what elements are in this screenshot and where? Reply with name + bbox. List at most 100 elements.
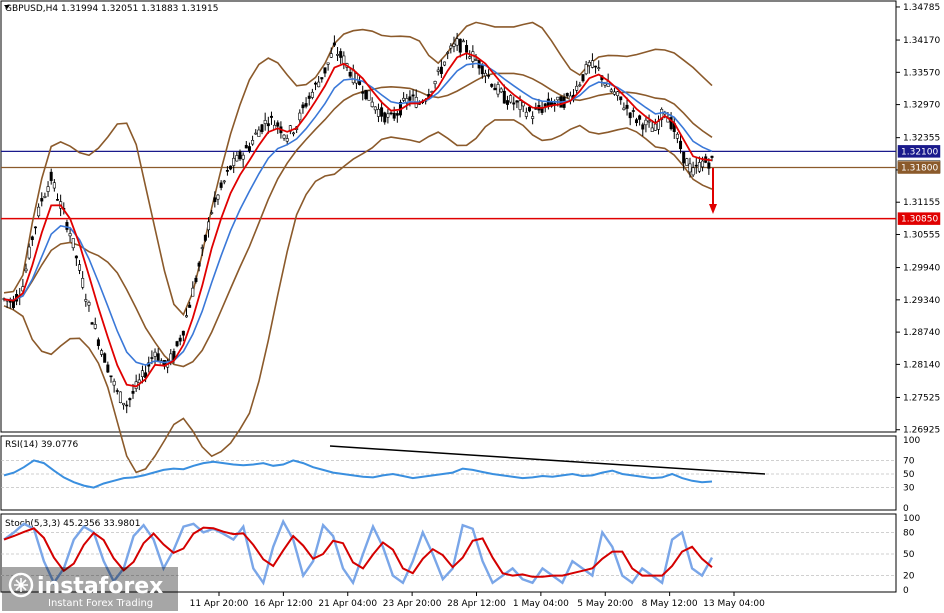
price-candle-body [694,164,698,167]
price-axis-tick-label: 1.29340 [903,296,940,306]
price-candle-body [578,84,582,87]
price-candle-body [644,119,648,126]
price-candle-body [329,53,333,58]
price-candle-body [46,186,50,192]
price-candle-body [156,353,160,361]
price-candle-body [112,380,116,386]
price-candle-body [575,85,579,91]
time-axis-tick-label: 8 May 12:00 [642,599,698,609]
price-candle-body [458,38,462,53]
time-axis-tick-label: 5 May 20:00 [577,599,633,609]
price-candle-body [310,91,314,98]
price-candle-body [229,165,233,170]
price-candle-body [480,64,484,75]
price-candle-body [546,98,550,107]
price-candle-body [336,53,340,56]
target-arrow-icon [709,168,717,214]
price-candle-body [685,158,689,166]
price-axis-tick-label: 1.26925 [903,426,940,436]
price-level-label: 1.32100 [897,145,941,158]
price-candle-body [185,315,189,318]
price-candle-body [210,212,214,214]
bollinger-middle-band [3,72,713,368]
price-candle-body [241,154,245,160]
price-level-label-text: 1.32100 [901,147,938,157]
price-candle-body [653,123,657,131]
slow-moving-average [3,62,713,366]
price-candle-body [282,134,286,139]
price-candle-body [304,103,308,107]
price-candle-body [433,81,437,85]
price-candle-body [657,121,661,130]
price-candle-body [660,108,664,121]
price-candle-body [348,72,352,77]
rsi-header: RSI(14) 39.0776 [5,440,78,450]
price-candle-body [78,264,82,271]
price-candle-body [71,238,75,249]
price-candle-body [244,145,248,149]
price-candle-body [383,112,387,123]
price-candle-body [616,91,620,96]
price-candle-body [225,170,229,172]
price-candle-body [461,40,465,43]
price-candle-body [90,322,94,325]
price-candle-body [597,67,601,70]
price-candle-body [203,234,207,241]
price-axis-tick-label: 1.32970 [903,101,940,111]
price-candle-body [625,104,629,109]
price-candle-body [109,375,113,378]
price-candle-body [235,155,239,162]
price-candle-body [43,196,47,198]
price-candle-body [543,103,547,107]
price-candle-body [622,107,626,110]
price-candle-body [137,379,141,383]
price-candle-body [509,95,513,103]
stochastic-axis-tick-label: 50 [903,550,915,560]
price-candle-body [496,84,500,95]
time-axis-tick-label: 21 Apr 04:00 [318,599,377,609]
price-candle-body [320,77,324,80]
price-candle-body [634,119,638,124]
price-candle-body [581,74,585,82]
price-candle-body [370,101,374,107]
price-candle-body [326,62,330,65]
price-candle-body [27,246,31,259]
price-candle-body [74,255,78,259]
price-candle-body [565,93,569,97]
price-candle-body [175,341,179,347]
price-candle-body [37,206,41,217]
rsi-divergence-trendline[interactable] [329,445,766,475]
price-level-label: 1.31800 [897,161,941,174]
price-candle-body [367,90,371,101]
price-candle-body [181,330,185,336]
price-axis-tick-label: 1.28740 [903,328,940,338]
price-candle-body [697,162,701,172]
rsi-line [3,459,713,489]
price-candle-body [194,277,198,282]
price-candle-body [257,129,261,137]
price-candle-body [364,89,368,100]
price-candle-body [493,87,497,91]
price-candle-body [609,89,613,92]
price-candle-body [219,182,223,188]
time-axis-tick-label: 1 May 04:00 [513,599,569,609]
time-axis-tick-label: 16 Apr 12:00 [254,599,313,609]
price-candle-body [254,132,258,135]
price-candle-body [100,350,104,355]
watermark-brand: instaforex [37,574,163,599]
rsi-axis-tick-label: 100 [903,436,920,446]
price-candle-body [150,357,154,359]
price-candle-body [55,199,59,201]
price-candle-body [675,133,679,139]
price-candle-body [701,160,705,168]
price-candle-body [269,115,273,118]
price-level-label-text: 1.30850 [901,215,938,225]
price-axis-tick-label: 1.33570 [903,68,940,78]
price-candle-body [512,102,516,105]
price-candle-body [499,88,503,93]
price-candle-body [408,96,412,101]
price-candle-body [380,107,384,117]
price-candle-body [515,100,519,103]
price-candle-body [386,113,390,118]
dropdown-triangle-icon[interactable] [4,5,10,9]
